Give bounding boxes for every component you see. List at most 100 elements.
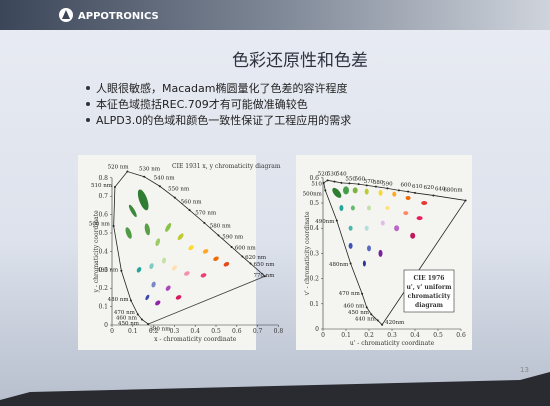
macadam-ellipse — [188, 245, 194, 251]
wavelength-label: 480nm — [329, 262, 349, 268]
wavelength-label: 600 — [401, 183, 412, 189]
macadam-ellipse — [378, 249, 383, 257]
y-tick-label: 0.3 — [309, 250, 319, 257]
macadam-ellipse — [151, 281, 156, 288]
locus-dot — [324, 189, 327, 192]
macadam-ellipse — [392, 191, 397, 197]
caption-line: u', v' uniform — [407, 284, 453, 291]
macadam-ellipse — [403, 211, 409, 216]
wavelength-label: 610 — [412, 184, 423, 190]
slide-title: 色彩还原性和色差 — [232, 51, 368, 71]
wavelength-label: 470 nm — [339, 291, 361, 297]
x-tick-label: 0.1 — [341, 332, 351, 339]
macadam-ellipse — [136, 267, 142, 273]
wavelength-label: 500 nm — [89, 222, 111, 228]
locus-dot — [143, 175, 146, 178]
x-tick-label: 0.6 — [232, 328, 242, 335]
bullet: 本征色域揽括REC.709才有可能做准确较色 — [96, 97, 308, 111]
macadam-ellipse — [367, 205, 371, 211]
x-tick-label: 0.6 — [456, 332, 466, 339]
macadam-ellipse — [410, 232, 416, 239]
macadam-ellipse — [332, 187, 342, 198]
locus-dot — [407, 190, 410, 193]
locus-dot — [249, 262, 252, 265]
wavelength-label: 620 — [424, 185, 435, 191]
wavelength-label: 550 nm — [168, 187, 190, 193]
y-tick-label: 0.3 — [98, 267, 108, 274]
macadam-ellipse — [352, 187, 358, 194]
wavelength-label: 460 nm — [116, 315, 138, 321]
macadam-ellipse — [385, 206, 390, 211]
locus-dot — [361, 292, 364, 295]
locus-dot — [376, 319, 379, 322]
y-tick-label: 0.2 — [98, 285, 108, 292]
y-tick-label: 0.5 — [98, 230, 108, 237]
y-tick-label: 0.4 — [309, 225, 319, 232]
wavelength-label: 520 nm — [108, 165, 130, 171]
wavelength-label: 500nm — [303, 191, 323, 197]
macadam-ellipse — [343, 186, 349, 195]
macadam-ellipse — [149, 263, 154, 270]
locus-dot — [120, 269, 123, 272]
macadam-ellipse — [416, 216, 423, 221]
macadam-ellipse — [394, 225, 400, 232]
x-tick-label: 0 — [110, 328, 114, 335]
x-axis-label: x - chromaticity coordinate — [154, 336, 237, 343]
x-tick-label: 0.3 — [170, 328, 180, 335]
left-diagram-title: CIE 1931 x, y chromaticity diagram — [172, 163, 281, 170]
wavelength-label: 520 — [318, 171, 329, 177]
wavelength-label: 620 nm — [245, 255, 267, 261]
macadam-ellipse — [378, 189, 383, 196]
bullet-list: 人眼很敏感，Macadam椭圆量化了色差的容许程度 本征色域揽括REC.709才… — [86, 81, 351, 127]
macadam-ellipse — [350, 205, 355, 211]
header-bar — [0, 0, 550, 30]
wavelength-label: 510 nm — [91, 183, 113, 189]
wavelength-label: 560 — [355, 176, 366, 182]
locus-dot — [432, 194, 435, 197]
x-tick-label: 0.2 — [149, 328, 159, 335]
locus-dot — [333, 180, 336, 183]
locus-dot — [365, 184, 368, 187]
macadam-ellipse — [144, 223, 151, 236]
y-tick-label: 0.1 — [309, 301, 319, 308]
x-tick-label: 0.4 — [410, 332, 420, 339]
locus-dot — [357, 183, 360, 186]
locus-dot — [230, 245, 233, 248]
macadam-ellipse — [145, 294, 150, 301]
macadam-ellipse — [155, 238, 161, 247]
locus-dot — [348, 182, 351, 185]
macadam-ellipse — [348, 242, 353, 249]
wavelength-label: 460 nm — [343, 304, 365, 310]
macadam-ellipse — [364, 225, 369, 231]
macadam-ellipse — [184, 271, 190, 276]
wavelength-label: 550 — [345, 176, 356, 182]
locus-dot — [129, 299, 132, 302]
wavelength-label: 570 — [364, 179, 375, 185]
wavelength-label: 560 nm — [181, 200, 203, 206]
wavelength-label: 600 nm — [235, 246, 257, 252]
macadam-ellipse — [165, 285, 171, 291]
caption-line: CIE 1976 — [414, 275, 445, 282]
locus-dot — [464, 199, 467, 202]
macadam-ellipse — [405, 195, 411, 200]
wavelength-label: 420nm — [385, 320, 405, 326]
y-tick-label: 0.6 — [309, 175, 319, 182]
macadam-ellipse — [128, 204, 137, 218]
x-tick-label: 0.4 — [190, 328, 200, 335]
wavelength-label: 470 nm — [114, 310, 136, 316]
macadam-ellipse — [155, 300, 161, 306]
bullet-dot — [86, 118, 90, 122]
bullet: ALPD3.0的色域和颜色一致性保证了工程应用的需求 — [96, 113, 351, 127]
x-tick-label: 0.5 — [433, 332, 443, 339]
y-tick-label: 0.2 — [309, 276, 319, 283]
y-tick-label: 0.7 — [98, 193, 108, 200]
x-tick-label: 0.3 — [387, 332, 397, 339]
macadam-ellipse — [175, 295, 182, 300]
macadam-ellipse — [421, 201, 428, 205]
wavelength-label: 490 nm — [97, 268, 119, 274]
macadam-ellipse — [367, 245, 371, 252]
locus-dot — [112, 225, 115, 228]
caption-line: diagram — [415, 302, 444, 309]
wavelength-label: 590 nm — [222, 235, 244, 241]
